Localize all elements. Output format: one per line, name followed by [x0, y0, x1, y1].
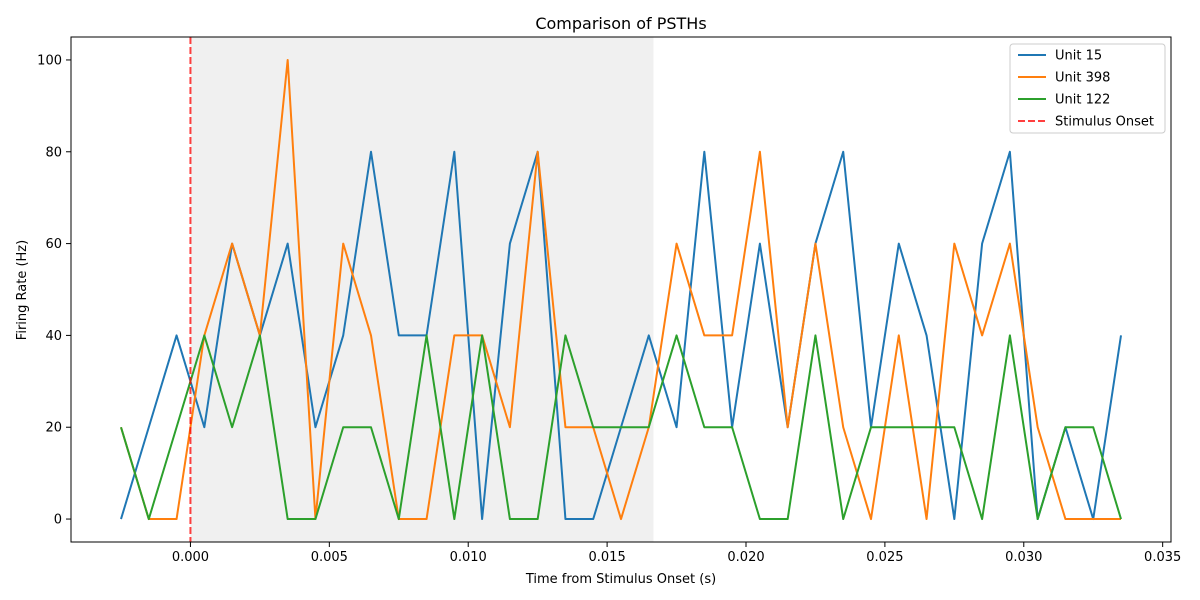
series-line-2	[120, 58, 1121, 521]
y-tick-label: 40	[45, 329, 62, 344]
y-tick-label: 80	[45, 145, 62, 160]
legend-label: Unit 122	[1055, 93, 1110, 108]
x-tick-label: 0.030	[1005, 550, 1042, 565]
y-tick-label: 20	[45, 421, 62, 436]
shaded-region-layer	[190, 37, 654, 542]
y-tick-label: 100	[37, 53, 62, 68]
series-layer	[120, 58, 1122, 521]
y-tick-label: 0	[54, 513, 62, 528]
x-tick-label: 0.020	[727, 550, 764, 565]
legend-label: Stimulus Onset	[1055, 115, 1154, 130]
x-tick-label: 0.000	[172, 550, 209, 565]
x-axis-label: Time from Stimulus Onset (s)	[525, 572, 716, 587]
axes-layer	[70, 36, 1172, 543]
legend-box	[1009, 43, 1166, 134]
x-tick-label: 0.035	[1144, 550, 1181, 565]
x-tick-label: 0.025	[866, 550, 903, 565]
legend-label: Unit 398	[1055, 71, 1110, 86]
x-ticks: 0.000 0.005 0.010 0.015 0.020 0.025 0.030 0.035	[172, 542, 1181, 565]
axes-frame	[70, 36, 1172, 543]
legend-label: Unit 15	[1055, 49, 1102, 64]
series-line-3	[120, 334, 1122, 521]
legend: Unit 15 Unit 398 Unit 122 Stimulus Onset	[1009, 43, 1166, 134]
x-tick-label: 0.005	[311, 550, 348, 565]
y-tick-label: 60	[45, 237, 62, 252]
chart-title: Comparison of PSTHs	[535, 14, 706, 33]
shaded-region	[190, 37, 654, 542]
y-axis-label: Firing Rate (Hz)	[15, 240, 30, 340]
y-ticks: 0 20 40 60 80 100	[37, 53, 71, 528]
x-tick-label: 0.010	[450, 550, 487, 565]
x-tick-label: 0.015	[589, 550, 626, 565]
